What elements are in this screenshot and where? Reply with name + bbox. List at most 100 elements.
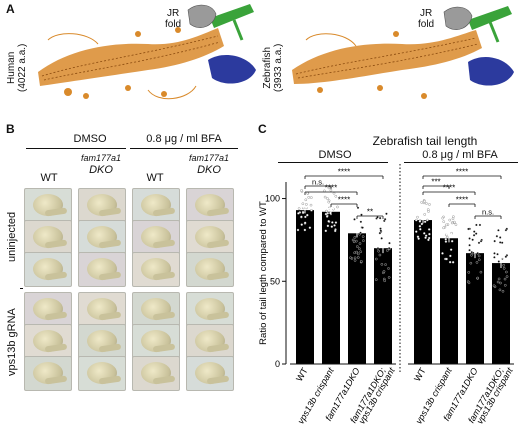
data-point (498, 288, 502, 292)
data-point (467, 271, 470, 274)
data-point (503, 277, 507, 281)
embryo-image (186, 188, 234, 223)
chart-title: Zebrafish tail length (372, 134, 478, 148)
data-point (475, 261, 479, 264)
data-point (428, 232, 431, 236)
data-point (420, 222, 424, 226)
bar (492, 263, 510, 364)
embryo-image (186, 252, 234, 287)
data-point (332, 192, 336, 195)
data-point (310, 196, 313, 199)
data-point (415, 218, 418, 222)
data-point (387, 276, 391, 279)
zebrafish-jr-fold-label: JR fold (418, 8, 434, 30)
significance-label: ** (367, 208, 373, 217)
embryo-image (78, 356, 126, 391)
bar (348, 233, 366, 364)
data-point (423, 199, 426, 203)
data-point (500, 241, 504, 244)
data-point (361, 235, 365, 238)
x-tick-label: WT (294, 366, 310, 384)
col-header-dko-dmso: fam177a1 DKO (76, 152, 126, 176)
dko-bfa-line1: fam177a1 (188, 153, 230, 163)
data-point (502, 267, 506, 270)
data-point (323, 195, 327, 199)
row-separator (20, 288, 23, 289)
data-point (473, 230, 476, 233)
data-point (353, 256, 357, 260)
dko-dmso-line2: DKO (89, 164, 113, 176)
data-point (492, 284, 496, 288)
data-point (427, 228, 431, 231)
embryo-image (186, 292, 234, 327)
zebrafish-blue-domain (468, 57, 514, 86)
significance-label: **** (456, 168, 468, 177)
data-point (308, 226, 312, 229)
data-point (325, 209, 328, 213)
y-axis-label: Ratio of tail legth compared to WT (258, 201, 269, 345)
data-point (384, 263, 387, 266)
embryo-image (24, 356, 72, 391)
data-point (423, 220, 427, 224)
embryo-image (78, 324, 126, 359)
data-point (378, 253, 382, 257)
data-point (467, 281, 471, 285)
data-point (358, 247, 361, 250)
data-point (498, 236, 502, 239)
embryo-image (78, 292, 126, 327)
group-label-bfa: 0.8 μg / ml BFA (422, 149, 498, 161)
data-point (476, 276, 479, 280)
data-point (496, 252, 499, 256)
data-point (357, 256, 360, 259)
data-point (378, 216, 382, 220)
data-point (388, 241, 391, 245)
human-jr-fold-label: JR fold (165, 8, 181, 30)
group-label-dmso: DMSO (318, 149, 352, 161)
data-point (376, 247, 380, 250)
data-point (505, 275, 509, 278)
data-point (505, 227, 509, 231)
data-point (474, 232, 478, 235)
data-point (310, 209, 313, 212)
data-point (497, 260, 501, 263)
data-point (301, 202, 305, 205)
data-point (453, 220, 456, 224)
data-point (306, 213, 309, 217)
jr-fold-line2: fold (165, 19, 182, 30)
data-point (419, 228, 422, 231)
data-point (379, 227, 382, 230)
data-point (478, 258, 481, 262)
data-point (357, 252, 360, 256)
data-point (300, 189, 303, 192)
data-point (495, 234, 499, 238)
panel-b-letter: B (6, 122, 15, 136)
data-point (356, 206, 360, 210)
data-point (333, 229, 337, 233)
data-point (444, 240, 448, 243)
embryo-image (186, 356, 234, 391)
data-point (415, 230, 418, 233)
data-point (353, 218, 356, 221)
data-point (454, 223, 458, 226)
row-label-gRNA: vps13b gRNA (6, 308, 18, 376)
data-point (471, 238, 474, 241)
data-point (423, 213, 426, 216)
embryo-image (132, 356, 180, 391)
data-point (376, 216, 379, 219)
data-point (424, 236, 427, 239)
zebrafish-orange-helix-body (292, 30, 482, 99)
embryo-image (132, 324, 180, 359)
data-point (504, 255, 508, 258)
data-point (329, 188, 333, 192)
panel-b-bfa-header: 0.8 μg / ml BFA (146, 133, 222, 145)
data-point (441, 216, 444, 220)
data-point (451, 261, 455, 264)
data-point (505, 270, 508, 274)
data-point (378, 231, 382, 235)
data-point (303, 228, 307, 232)
x-tick-label: WT (412, 366, 428, 384)
bar (296, 210, 314, 364)
human-label-line1: Human (6, 51, 17, 84)
data-point (418, 220, 422, 223)
significance-label: *** (431, 178, 440, 187)
